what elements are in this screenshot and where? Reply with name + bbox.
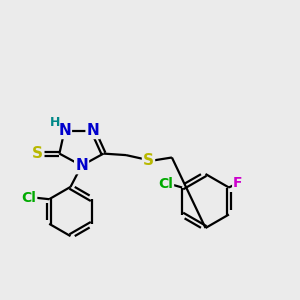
Text: S: S xyxy=(143,153,154,168)
Text: F: F xyxy=(233,176,243,190)
Text: Cl: Cl xyxy=(158,178,173,191)
Text: Cl: Cl xyxy=(21,191,36,205)
Text: N: N xyxy=(75,158,88,173)
Text: N: N xyxy=(87,123,99,138)
Text: H: H xyxy=(50,116,60,129)
Text: S: S xyxy=(32,146,43,161)
Text: N: N xyxy=(58,123,71,138)
